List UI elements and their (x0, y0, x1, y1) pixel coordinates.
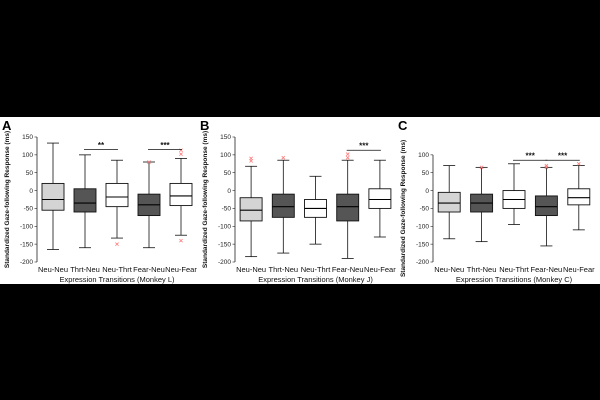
box-thrt-neu (73, 188, 97, 213)
x-category-label: Thrt-Neu (467, 265, 497, 274)
box-neu-fear (368, 188, 392, 209)
y-tick-label: -200 (218, 259, 231, 266)
x-category-label: Neu-Neu (434, 265, 464, 274)
outlier-point (345, 152, 350, 157)
panel-letter: C (398, 118, 408, 133)
x-category-label: Fear-Neu (332, 265, 364, 274)
outlier-point (576, 161, 581, 166)
outlier-point (147, 160, 151, 164)
significance-label: ** (98, 141, 105, 150)
x-category-label: Neu-Thrt (301, 265, 332, 274)
y-tick-label: 50 (26, 170, 34, 177)
x-axis-label: Expression Transitions (Monkey L) (59, 275, 175, 284)
x-category-label: Thrt-Neu (269, 265, 299, 274)
y-tick-label: 0 (425, 188, 429, 195)
x-axis-label: Expression Transitions (Monkey J) (258, 275, 373, 284)
y-tick-label: -50 (222, 206, 232, 213)
box-neu-fear (567, 188, 591, 206)
significance-label: *** (558, 152, 568, 161)
outlier-point (544, 165, 549, 170)
y-tick-label: -50 (420, 206, 430, 213)
x-category-label: Fear-Neu (531, 265, 563, 274)
x-category-label: Neu-Neu (236, 265, 266, 274)
y-tick-label: 150 (220, 134, 231, 141)
x-category-label: Neu-Thrt (102, 265, 133, 274)
significance-label: *** (526, 152, 536, 161)
y-tick-label: -50 (24, 206, 34, 213)
box-fear-neu (336, 193, 360, 222)
y-axis-label: Standardized Gaze-following Response (ms… (4, 131, 11, 268)
y-tick-label: -150 (20, 241, 33, 248)
box-neu-neu (437, 191, 461, 213)
x-category-label: Thrt-Neu (70, 265, 100, 274)
y-tick-label: -150 (218, 241, 231, 248)
outlier-point (249, 159, 253, 163)
y-tick-label: 100 (220, 152, 231, 159)
box-fear-neu (534, 195, 558, 217)
outlier-point (345, 155, 350, 160)
y-tick-label: -100 (218, 223, 231, 230)
outlier-point (115, 242, 119, 247)
x-category-label: Neu-Neu (38, 265, 68, 274)
outlier-point (281, 155, 286, 160)
y-tick-label: 50 (422, 170, 430, 177)
y-tick-label: -200 (416, 259, 429, 266)
y-tick-label: 100 (22, 152, 33, 159)
box-neu-neu (239, 197, 263, 222)
y-axis-label: Standardized Gaze-following Response (ms… (400, 140, 407, 277)
y-tick-label: -100 (20, 223, 33, 230)
x-category-label: Fear-Neu (133, 265, 165, 274)
x-category-label: Neu-Fear (563, 265, 595, 274)
y-axis-label: Standardized Gaze-following Response (ms… (202, 131, 209, 268)
x-category-label: Neu-Fear (165, 265, 197, 274)
significance-label: *** (160, 141, 170, 150)
box-neu-fear (169, 182, 193, 207)
significance-label: *** (359, 142, 369, 151)
y-tick-label: -100 (416, 223, 429, 230)
y-tick-label: -200 (20, 259, 33, 266)
panel-letter: B (200, 118, 209, 133)
y-tick-label: 0 (29, 188, 33, 195)
figure-canvas: A Standardized Gaze-following Response (m… (0, 117, 600, 284)
outlier-point (179, 238, 183, 243)
panel-letter: A (2, 118, 12, 133)
box-thrt-neu (271, 193, 295, 218)
y-tick-label: -150 (416, 241, 429, 248)
box-neu-thrt (105, 182, 129, 208)
y-tick-label: 150 (22, 134, 33, 141)
x-category-label: Neu-Thrt (499, 265, 530, 274)
box-neu-neu (41, 182, 65, 211)
y-tick-label: 50 (224, 170, 232, 177)
x-category-label: Neu-Fear (364, 265, 396, 274)
x-axis-label: Expression Transitions (Monkey C) (456, 275, 573, 284)
y-tick-label: 0 (227, 188, 231, 195)
outlier-point (179, 148, 183, 153)
outlier-point (179, 152, 183, 157)
outlier-point (479, 165, 484, 170)
y-tick-label: 100 (418, 152, 429, 159)
